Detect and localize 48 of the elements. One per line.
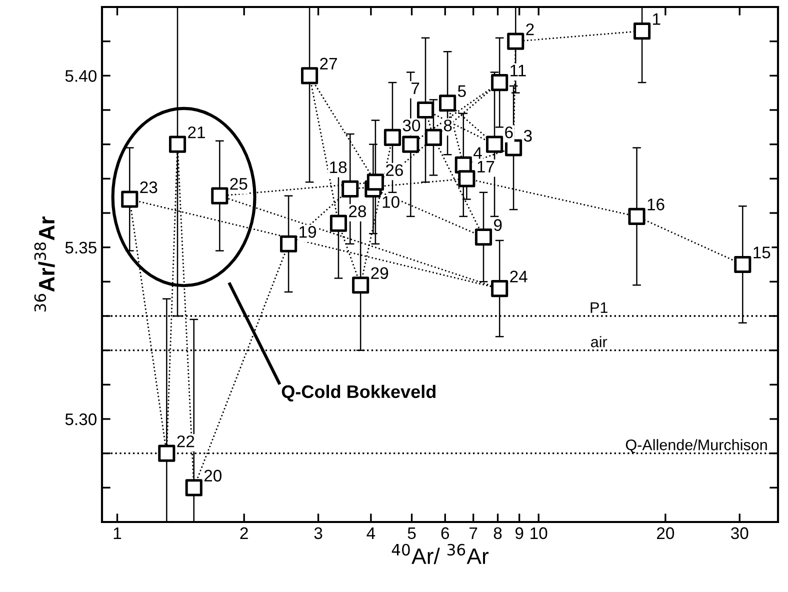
ref-line-label: P1 bbox=[590, 302, 608, 313]
annotation: 5 bbox=[458, 85, 466, 98]
annotation: 17 bbox=[478, 160, 494, 172]
x-tick-label: 4 bbox=[366, 527, 376, 539]
y-tick-label: 5.40 bbox=[65, 70, 96, 82]
x-tick-label: 1 bbox=[114, 527, 122, 539]
x-tick-label: 10 bbox=[530, 527, 548, 540]
annotation: 21 bbox=[188, 126, 205, 138]
annotation: 22 bbox=[177, 435, 194, 448]
x-tick-label: 6 bbox=[441, 527, 450, 540]
annotation: 18 bbox=[330, 161, 347, 174]
annotation: 24 bbox=[510, 270, 528, 282]
annotation: 25 bbox=[230, 178, 248, 190]
annotation: 7 bbox=[412, 82, 420, 94]
annotation: 15 bbox=[754, 246, 770, 258]
annotation: 2 bbox=[526, 23, 534, 36]
x-tick-label: 5 bbox=[408, 527, 416, 540]
annotation: 30 bbox=[402, 120, 420, 132]
x-axis-title: $^{40}$Ar/ $^{36}$Ar bbox=[392, 544, 489, 564]
annotation: 28 bbox=[349, 205, 366, 218]
x-tick-label: 20 bbox=[657, 527, 674, 540]
annotation: 9 bbox=[494, 219, 502, 231]
annotation: 11 bbox=[510, 64, 526, 76]
annotation: 4 bbox=[473, 147, 482, 159]
y-axis-title: $^{36}$Ar/$^{38}$Ar bbox=[34, 216, 55, 312]
annotation: 6 bbox=[505, 126, 513, 138]
x-tick-label: 3 bbox=[314, 527, 322, 540]
annotation: 19 bbox=[300, 226, 316, 238]
annotation: 8 bbox=[444, 120, 452, 132]
annotation: 27 bbox=[320, 58, 337, 70]
x-tick-label: 7 bbox=[470, 527, 478, 539]
x-tick-label: 30 bbox=[730, 527, 748, 540]
annotation: 3 bbox=[524, 130, 532, 142]
annotation: 20 bbox=[204, 470, 222, 482]
x-tick-label: 9 bbox=[515, 527, 524, 540]
annotation: 16 bbox=[648, 198, 664, 210]
x-tick-label: 2 bbox=[240, 527, 248, 539]
annotation: 26 bbox=[386, 164, 403, 176]
ref-line-label: air bbox=[591, 336, 608, 348]
x-tick-label: 8 bbox=[494, 527, 502, 540]
annotation: 29 bbox=[371, 267, 388, 280]
y-tick-label: 5.35 bbox=[65, 242, 96, 254]
annotation: 10 bbox=[382, 196, 400, 208]
ref-line-label: Q-Allende/Murchison bbox=[626, 439, 767, 454]
y-tick-label: 5.30 bbox=[65, 413, 96, 426]
annotation: 23 bbox=[140, 181, 158, 194]
annotation: Q-Cold Bokkeveld bbox=[282, 384, 436, 402]
annotation: 1 bbox=[653, 13, 660, 25]
